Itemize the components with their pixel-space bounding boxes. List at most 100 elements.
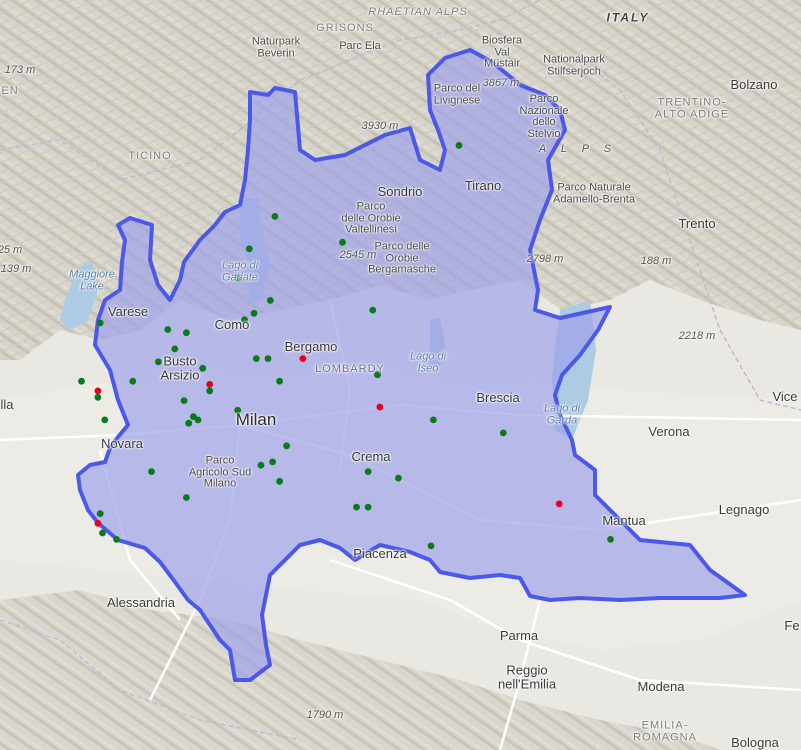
green-station-marker[interactable] [364, 468, 372, 475]
green-station-marker[interactable] [129, 377, 137, 385]
green-station-marker[interactable] [250, 309, 258, 317]
label-elev-2545: 2545 m [339, 249, 377, 262]
red-station-marker[interactable] [299, 355, 307, 362]
green-station-marker[interactable] [164, 326, 172, 333]
green-station-marker[interactable] [101, 416, 109, 424]
label-verona: Verona [648, 424, 690, 440]
green-station-marker[interactable] [283, 442, 290, 450]
green-station-marker[interactable] [185, 419, 193, 427]
green-station-marker[interactable] [266, 297, 274, 304]
green-station-marker[interactable] [430, 416, 437, 424]
label-elev-173: 173 m [4, 64, 36, 77]
label-nationalpark-stilfserjoch: Nationalpark Stilfserjoch [543, 53, 605, 77]
green-station-marker[interactable] [276, 377, 283, 385]
green-station-marker[interactable] [252, 355, 260, 362]
green-station-marker[interactable] [94, 393, 102, 401]
green-station-marker[interactable] [264, 355, 272, 362]
green-station-marker[interactable] [353, 503, 360, 511]
label-elev-25: 25 m [0, 244, 23, 257]
green-station-marker[interactable] [276, 477, 283, 485]
label-vice: Vice [772, 389, 798, 405]
green-station-marker[interactable] [369, 306, 377, 314]
label-parco-orobie-valt: Parco delle Orobie Valtellinesi [341, 200, 401, 236]
station-markers [78, 142, 614, 550]
green-station-marker[interactable] [234, 406, 242, 414]
green-station-marker[interactable] [234, 274, 242, 282]
label-grisons: GRISONS [316, 22, 374, 35]
red-station-marker[interactable] [555, 500, 563, 508]
label-elev-139: 139 m [0, 263, 32, 276]
green-station-marker[interactable] [183, 329, 190, 337]
apennines-relief [0, 590, 720, 750]
green-station-marker[interactable] [180, 397, 188, 404]
label-ticino: TICINO [128, 150, 172, 163]
green-station-marker[interactable] [148, 468, 155, 475]
green-station-marker[interactable] [607, 536, 614, 543]
label-parma: Parma [499, 628, 539, 644]
label-maggiore: Maggiore Lake [69, 268, 115, 292]
label-parco-stelvio: Parco Nazionale dello Stelvio [519, 92, 569, 140]
label-lago-garda: Lago di Garda [543, 402, 581, 426]
label-bologna: Bologna [731, 735, 779, 750]
green-station-marker[interactable] [183, 494, 190, 501]
label-rhaetian-alps: RHAETIAN ALPS [368, 6, 468, 19]
green-station-marker[interactable] [171, 345, 179, 353]
green-station-marker[interactable] [271, 213, 279, 220]
label-novara: Novara [101, 436, 143, 452]
label-crema: Crema [351, 449, 391, 465]
label-parco-livignese: Parco del Livignese [433, 82, 481, 106]
label-parco-orobie-berg: Parco delle Orobie Bergamasche [368, 240, 436, 276]
green-station-marker[interactable] [99, 529, 106, 537]
label-emilia-romagna: EMILIA- ROMAGNA [633, 719, 697, 743]
label-biosfera-val-mustair: Biosfera Val Müstair [481, 34, 523, 70]
red-station-marker[interactable] [94, 387, 102, 395]
green-station-marker[interactable] [113, 536, 120, 543]
green-station-marker[interactable] [395, 474, 402, 482]
green-station-marker[interactable] [427, 542, 435, 550]
green-station-marker[interactable] [194, 416, 202, 424]
label-como: Como [214, 317, 250, 333]
label-varese: Varese [107, 304, 149, 320]
label-en: EN [1, 85, 19, 98]
green-station-marker[interactable] [241, 316, 249, 324]
label-lla: lla [0, 397, 14, 413]
green-station-marker[interactable] [339, 238, 346, 246]
label-sondrio: Sondrio [377, 184, 423, 200]
red-station-marker[interactable] [206, 381, 214, 388]
green-station-marker[interactable] [257, 461, 265, 469]
label-busto-arsizio: Busto Arsizio [160, 353, 200, 382]
green-station-marker[interactable] [499, 429, 507, 437]
green-station-marker[interactable] [374, 371, 381, 379]
label-fe: Fe [784, 618, 800, 634]
green-station-marker[interactable] [78, 377, 85, 385]
label-trento: Trento [678, 216, 716, 232]
label-parc-ela: Parc Ela [339, 40, 381, 53]
green-station-marker[interactable] [455, 142, 463, 149]
label-naturpark-beverin: Naturpark Beverin [251, 35, 301, 59]
green-station-marker[interactable] [206, 387, 214, 395]
label-elev-1790: 1790 m [306, 709, 344, 722]
label-legnago: Legnago [718, 502, 770, 518]
green-station-marker[interactable] [96, 319, 104, 327]
green-station-marker[interactable] [96, 510, 104, 517]
label-tirano: Tirano [464, 178, 502, 194]
label-elev-3930: 3930 m [361, 120, 399, 133]
green-station-marker[interactable] [364, 503, 372, 511]
red-station-marker[interactable] [94, 519, 102, 527]
label-elev-3867: 3867 m [482, 77, 520, 90]
label-italy: ITALY [606, 10, 650, 25]
lombardy-region-polygon[interactable] [76, 48, 747, 682]
label-alessandria: Alessandria [107, 595, 175, 611]
label-elev-2218: 2218 m [678, 330, 716, 343]
green-station-marker[interactable] [199, 364, 207, 372]
green-station-marker[interactable] [245, 245, 253, 253]
label-lago-iseo: Lago di Iseo [409, 350, 447, 374]
label-elev-188: 188 m [640, 255, 672, 268]
label-elev-2798: 2798 m [526, 253, 564, 266]
green-station-marker[interactable] [269, 458, 276, 466]
red-station-marker[interactable] [376, 403, 384, 411]
label-reggio: Reggio nell'Emilia [497, 662, 557, 691]
green-station-marker[interactable] [155, 358, 162, 366]
